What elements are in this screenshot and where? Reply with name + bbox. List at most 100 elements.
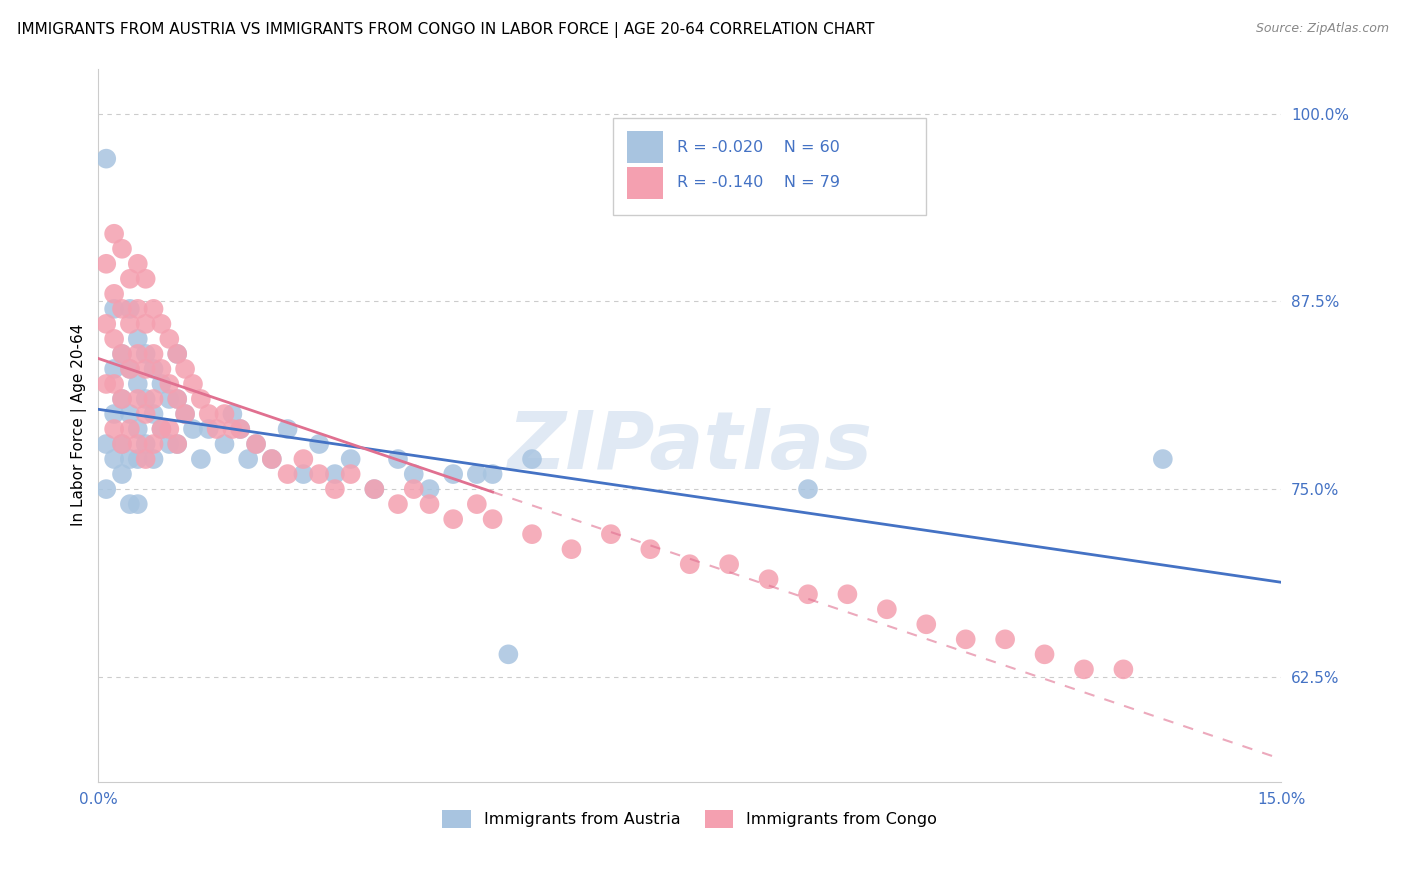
Point xyxy=(994,632,1017,647)
Point xyxy=(214,407,236,421)
Point xyxy=(238,452,260,467)
Point xyxy=(127,437,149,451)
Point xyxy=(418,497,440,511)
Point xyxy=(260,452,283,467)
Point xyxy=(197,422,219,436)
Point xyxy=(174,407,197,421)
Point xyxy=(111,242,134,256)
Text: IMMIGRANTS FROM AUSTRIA VS IMMIGRANTS FROM CONGO IN LABOR FORCE | AGE 20-64 CORR: IMMIGRANTS FROM AUSTRIA VS IMMIGRANTS FR… xyxy=(17,22,875,38)
Point xyxy=(1152,452,1174,467)
Point xyxy=(118,497,141,511)
Point xyxy=(181,422,204,436)
Point xyxy=(150,376,173,391)
Point xyxy=(277,467,299,481)
Point xyxy=(441,512,464,526)
Point xyxy=(157,437,180,451)
Point xyxy=(221,422,243,436)
Point xyxy=(127,422,149,436)
Point xyxy=(190,452,212,467)
Point xyxy=(150,422,173,436)
Point xyxy=(127,376,149,391)
Point xyxy=(679,558,702,572)
Point xyxy=(96,317,118,331)
Point xyxy=(157,422,180,436)
Point xyxy=(166,392,188,406)
Point xyxy=(135,452,157,467)
Point xyxy=(118,317,141,331)
Point xyxy=(103,286,125,301)
Point xyxy=(481,467,503,481)
Point xyxy=(103,227,125,241)
Point xyxy=(127,392,149,406)
Point xyxy=(103,362,125,376)
Point xyxy=(520,452,543,467)
Point xyxy=(197,407,219,421)
Point xyxy=(127,301,149,316)
Point xyxy=(96,437,118,451)
Point xyxy=(111,437,134,451)
Point xyxy=(111,467,134,481)
Point xyxy=(157,376,180,391)
Point xyxy=(599,527,621,541)
Point xyxy=(150,317,173,331)
Point xyxy=(127,497,149,511)
Point xyxy=(465,497,488,511)
FancyBboxPatch shape xyxy=(627,131,662,163)
Point xyxy=(103,422,125,436)
FancyBboxPatch shape xyxy=(613,119,927,215)
Point xyxy=(135,437,157,451)
Point xyxy=(96,376,118,391)
Point xyxy=(96,482,118,496)
Point xyxy=(245,437,267,451)
Point xyxy=(118,407,141,421)
Point xyxy=(96,257,118,271)
Point xyxy=(277,422,299,436)
Point xyxy=(118,452,141,467)
Point xyxy=(418,482,440,496)
Text: R = -0.020    N = 60: R = -0.020 N = 60 xyxy=(676,139,839,154)
Point xyxy=(142,347,165,361)
Point xyxy=(103,407,125,421)
Point xyxy=(387,497,409,511)
Point xyxy=(135,347,157,361)
Point xyxy=(166,347,188,361)
Point xyxy=(402,482,425,496)
Point xyxy=(142,452,165,467)
Point xyxy=(166,392,188,406)
Point xyxy=(292,467,315,481)
Point xyxy=(876,602,898,616)
Point xyxy=(308,437,330,451)
Point xyxy=(111,347,134,361)
FancyBboxPatch shape xyxy=(627,167,662,199)
Point xyxy=(363,482,385,496)
Point xyxy=(96,152,118,166)
Point xyxy=(118,301,141,316)
Point xyxy=(103,301,125,316)
Point xyxy=(387,452,409,467)
Point xyxy=(245,437,267,451)
Point xyxy=(111,301,134,316)
Point xyxy=(111,392,134,406)
Point xyxy=(174,362,197,376)
Point xyxy=(142,362,165,376)
Point xyxy=(142,407,165,421)
Point xyxy=(103,376,125,391)
Point xyxy=(157,392,180,406)
Point xyxy=(111,437,134,451)
Point xyxy=(260,452,283,467)
Point xyxy=(111,347,134,361)
Point xyxy=(118,362,141,376)
Point xyxy=(118,272,141,286)
Point xyxy=(481,512,503,526)
Point xyxy=(498,648,520,662)
Text: R = -0.140    N = 79: R = -0.140 N = 79 xyxy=(676,175,839,190)
Point xyxy=(103,332,125,346)
Point xyxy=(150,362,173,376)
Point xyxy=(135,317,157,331)
Point xyxy=(339,467,361,481)
Point xyxy=(157,332,180,346)
Point xyxy=(465,467,488,481)
Point xyxy=(127,332,149,346)
Point xyxy=(402,467,425,481)
Point xyxy=(142,392,165,406)
